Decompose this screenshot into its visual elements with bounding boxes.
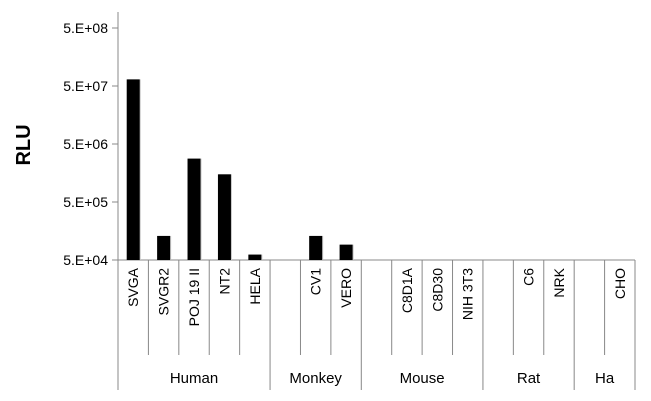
category-label: CV1: [308, 268, 324, 295]
category-label: HELA: [247, 267, 263, 304]
y-tick-label: 5.E+08: [63, 20, 108, 36]
category-label: POJ 19 II: [186, 268, 202, 326]
bar: [339, 244, 353, 260]
group-label: Ha: [595, 370, 615, 387]
bar: [309, 235, 323, 260]
category-label: SVGA: [125, 267, 141, 307]
category-label: NT2: [216, 268, 232, 295]
bar: [126, 79, 140, 260]
group-label: Human: [170, 370, 218, 387]
category-label: VERO: [338, 268, 354, 308]
category-label: NRK: [551, 267, 567, 297]
bar: [187, 158, 201, 260]
category-label: C8D30: [429, 268, 445, 312]
y-tick-label: 5.E+05: [63, 194, 108, 210]
bar: [248, 254, 262, 260]
category-label: NIH 3T3: [460, 268, 476, 320]
bar: [157, 235, 171, 260]
bar: [217, 174, 231, 260]
group-label: Mouse: [400, 370, 445, 387]
y-tick-label: 5.E+07: [63, 78, 108, 94]
category-label: C8D1A: [399, 267, 415, 313]
group-label: Monkey: [289, 370, 342, 387]
category-label: SVGR2: [156, 268, 172, 316]
group-label: Rat: [517, 370, 541, 387]
y-tick-label: 5.E+06: [63, 136, 108, 152]
y-axis-label: RLU: [13, 124, 35, 165]
category-label: CHO: [612, 268, 628, 299]
y-tick-label: 5.E+04: [63, 252, 108, 268]
category-label: C6: [521, 268, 537, 286]
